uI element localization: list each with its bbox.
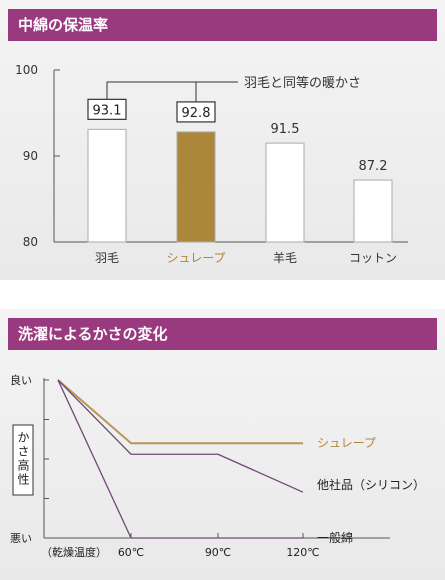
x-tick-label: 120℃	[286, 546, 319, 559]
x-tick-label: 90℃	[205, 546, 231, 559]
category-label: シュレープ	[166, 251, 225, 265]
insulation-chart-title: 中綿の保温率	[8, 9, 437, 41]
series-label: 他社品（シリコン）	[317, 477, 425, 492]
series-label: 一般綿	[317, 530, 353, 545]
y-bottom-label: 悪い	[10, 532, 32, 545]
category-label: 羊毛	[273, 250, 297, 265]
annotation-bracket	[106, 81, 238, 102]
y-tick-label: 80	[23, 235, 38, 249]
y-axis-label: かさ高性	[16, 431, 30, 487]
y-tick-label: 90	[23, 149, 38, 163]
bar-1	[87, 128, 127, 243]
loft-chart-title: 洗濯によるかさの変化	[8, 318, 437, 350]
x-first-label: （乾燥温度）	[41, 545, 107, 559]
bar-3	[265, 142, 305, 243]
y-tick-label: 100	[15, 63, 38, 77]
value-label: 93.1	[93, 103, 122, 118]
value-label: 87.2	[359, 159, 388, 174]
series-label: シュレープ	[317, 436, 376, 450]
insulation-bar-chart: 80 90 100 羽毛 93.1 シュレープ 92.8 羊毛 91.5 コットン 87.2 羽毛と同…	[15, 63, 408, 265]
x-tick-label: 60℃	[118, 546, 144, 559]
bar-2	[176, 131, 216, 243]
y-label-box	[12, 424, 34, 496]
category-label: 羽毛	[95, 251, 119, 265]
series-line-2	[57, 379, 304, 493]
insulation-chart-panel: 中綿の保温率	[0, 0, 445, 280]
annotation-text: 羽毛と同等の暖かさ	[244, 75, 361, 91]
loft-chart-panel: 洗濯によるかさの変化	[0, 309, 445, 580]
category-label: コットン	[349, 251, 397, 265]
series-line-1	[57, 379, 303, 445]
y-top-label: 良い	[10, 373, 32, 387]
value-label: 91.5	[271, 122, 300, 137]
bar-4	[353, 179, 393, 243]
value-label: 92.8	[182, 106, 211, 121]
series-line-3	[57, 379, 303, 539]
